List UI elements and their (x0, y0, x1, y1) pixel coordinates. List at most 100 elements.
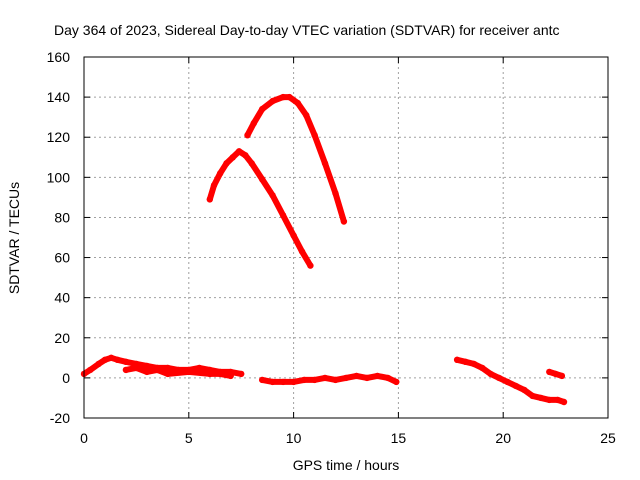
data-point (521, 386, 528, 394)
data-point (217, 170, 224, 177)
x-tick-label: 5 (185, 430, 193, 446)
y-tick-label: 60 (54, 250, 70, 266)
data-point (269, 97, 276, 105)
data-point (235, 148, 243, 155)
data-point (154, 366, 161, 374)
y-axis-title: SDTVAR / TECUs (6, 182, 22, 294)
data-point (269, 192, 276, 199)
data-point (227, 372, 234, 380)
data-point (512, 382, 519, 390)
data-point (259, 376, 266, 384)
data-point (546, 396, 553, 404)
x-tick-label: 20 (495, 430, 511, 446)
axis-ticks: 0 5 10 15 20 25 -20 0 20 40 60 80 100 120 140 160 (47, 49, 616, 446)
data-point (248, 160, 255, 167)
data-point (552, 370, 559, 378)
data-marks (80, 93, 568, 406)
x-tick-label: 0 (80, 430, 88, 446)
x-axis-title: GPS time / hours (293, 457, 400, 473)
data-point (229, 154, 236, 161)
data-point (560, 398, 568, 406)
data-point (196, 364, 203, 372)
data-point (393, 378, 400, 386)
data-point (101, 356, 109, 363)
data-point (303, 112, 310, 119)
data-point (290, 378, 297, 386)
y-tick-label: 160 (47, 49, 71, 65)
data-point (217, 370, 224, 378)
data-point (164, 370, 171, 378)
data-point (321, 160, 329, 167)
data-point (259, 176, 266, 183)
data-point (206, 196, 213, 203)
data-point (470, 360, 478, 368)
data-point (133, 364, 140, 372)
data-point (321, 374, 329, 382)
data-point (244, 132, 251, 139)
data-point (546, 368, 553, 376)
data-point (279, 212, 287, 219)
data-point (453, 356, 461, 363)
data-point (279, 378, 287, 386)
data-point (143, 368, 151, 376)
data-point (332, 376, 339, 384)
data-point (342, 374, 350, 382)
data-point (332, 190, 339, 197)
data-point (164, 364, 171, 372)
data-point (462, 358, 469, 365)
data-point (529, 392, 536, 400)
x-tick-label: 15 (391, 430, 407, 446)
data-point (95, 360, 102, 368)
data-point (210, 182, 218, 189)
data-point (286, 93, 293, 101)
data-point (487, 370, 494, 378)
data-point (122, 358, 130, 365)
data-point (384, 374, 392, 382)
data-point (87, 366, 94, 374)
data-point (307, 262, 314, 269)
plot-frame (83, 56, 609, 419)
data-point (340, 218, 348, 225)
data-point (311, 132, 318, 139)
data-point (238, 370, 245, 378)
data-point (298, 248, 306, 255)
data-point (537, 394, 545, 402)
data-point (269, 378, 276, 386)
data-point (108, 354, 115, 361)
data-point (504, 378, 511, 386)
data-point (242, 152, 249, 159)
data-point (311, 376, 318, 384)
chart-title: Day 364 of 2023, Sidereal Day-to-day VTE… (54, 22, 560, 38)
y-tick-label: 100 (47, 169, 71, 185)
data-point (114, 356, 121, 363)
x-tick-label: 25 (600, 430, 616, 446)
data-point (185, 368, 192, 376)
data-point (206, 370, 213, 378)
data-point (558, 372, 566, 380)
data-point (353, 372, 360, 380)
data-point (279, 93, 287, 101)
data-point (250, 120, 257, 127)
data-point (223, 160, 230, 167)
data-point (374, 372, 381, 380)
y-tick-label: 120 (47, 129, 71, 145)
data-point (300, 376, 308, 384)
data-point (554, 396, 561, 404)
y-tick-label: 80 (54, 209, 70, 225)
data-point (122, 366, 130, 374)
y-tick-label: 20 (54, 330, 70, 346)
data-point (479, 364, 486, 372)
data-point (363, 374, 371, 382)
data-point (495, 374, 503, 382)
data-point (294, 99, 301, 107)
data-point (143, 362, 151, 370)
data-point (290, 232, 297, 239)
y-tick-label: -20 (50, 410, 70, 426)
y-tick-label: 40 (54, 290, 70, 306)
x-tick-label: 10 (286, 430, 302, 446)
y-tick-label: 0 (62, 370, 70, 386)
y-tick-label: 140 (47, 89, 71, 105)
data-point (259, 105, 266, 113)
